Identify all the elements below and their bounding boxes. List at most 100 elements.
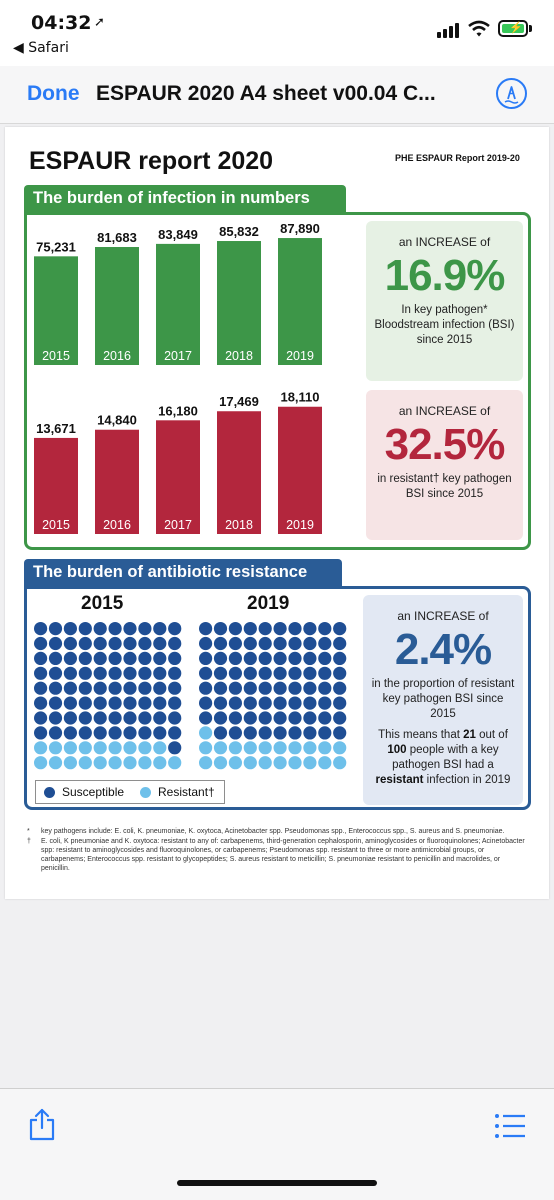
bar-category-label: 2018 xyxy=(225,518,253,532)
susceptible-dot xyxy=(199,696,213,710)
susceptible-dot xyxy=(288,622,302,636)
resistant-dot xyxy=(303,756,317,770)
footnotes: * key pathogens include: E. coli, K. pne… xyxy=(27,827,527,874)
susceptible-dot xyxy=(258,696,272,710)
susceptible-dot xyxy=(333,651,347,666)
document-title: ESPAUR 2020 A4 sheet v00.04 C... xyxy=(96,82,436,105)
resistant-dot xyxy=(108,741,122,755)
share-icon[interactable] xyxy=(28,1107,56,1141)
bar-value-label: 16,180 xyxy=(158,403,198,418)
susceptible-dot xyxy=(213,651,228,666)
susceptible-dot xyxy=(303,622,317,636)
footnote: † E. coli, K pneumoniae and K. oxytoca: … xyxy=(27,838,525,872)
susceptible-dot xyxy=(213,636,228,651)
done-button[interactable]: Done xyxy=(27,82,80,105)
susceptible-dot xyxy=(93,636,107,651)
susceptible-dot xyxy=(258,666,272,680)
susceptible-dot xyxy=(108,711,122,725)
resistant-dot xyxy=(318,756,332,770)
susceptible-dot xyxy=(243,651,257,666)
susceptible-dot xyxy=(243,696,257,710)
bar-value-label: 14,840 xyxy=(97,413,137,428)
markup-pen-icon[interactable] xyxy=(496,78,527,109)
bar-value-label: 75,231 xyxy=(36,239,76,254)
bar-value-label: 83,849 xyxy=(158,227,198,242)
document-viewer[interactable]: ESPAUR report 2020 PHE ESPAUR Report 201… xyxy=(0,124,554,1088)
bar-value-label: 13,671 xyxy=(36,421,76,436)
resistant-dot xyxy=(153,756,167,770)
susceptible-dot xyxy=(243,726,257,740)
susceptible-dot xyxy=(48,711,63,725)
susceptible-dot xyxy=(318,636,332,651)
susceptible-dot xyxy=(34,622,48,636)
resistant-dot xyxy=(199,726,213,740)
resistant-dot xyxy=(273,741,287,755)
battery-icon: ⚡ xyxy=(498,20,528,37)
susceptible-dot xyxy=(258,651,272,666)
susceptible-dot xyxy=(123,622,137,636)
susceptible-legend-label: Susceptible xyxy=(62,785,125,799)
bar xyxy=(278,406,322,534)
resistance-increase-box: an INCREASE of 2.4% in the proportion of… xyxy=(363,595,523,805)
stat-pre: an INCREASE of xyxy=(397,609,489,623)
resistant-increase-value: 32.5% xyxy=(384,420,506,469)
susceptible-dot xyxy=(48,651,63,666)
susceptible-dot xyxy=(48,696,63,710)
susceptible-dot xyxy=(138,651,152,666)
susceptible-dot xyxy=(138,696,152,710)
resistant-increase-box: an INCREASE of 32.5% in resistant† key p… xyxy=(366,390,523,540)
susceptible-dot xyxy=(243,681,257,695)
susceptible-dot xyxy=(213,726,228,740)
susceptible-dot xyxy=(78,711,92,725)
resistant-dot xyxy=(213,741,228,755)
resistant-dot xyxy=(258,741,272,755)
susceptible-dot xyxy=(108,681,122,695)
susceptible-dot xyxy=(123,651,137,666)
susceptible-dot xyxy=(199,711,213,725)
bar-category-label: 2016 xyxy=(103,518,131,532)
susceptible-dot xyxy=(63,651,77,666)
list-icon[interactable] xyxy=(494,1113,526,1139)
susceptible-dot xyxy=(153,726,167,740)
susceptible-dot xyxy=(273,711,287,725)
cellular-signal-icon xyxy=(437,22,463,38)
status-bar: 04:32 ➚ ◀ Safari ⚡ xyxy=(0,0,554,66)
resistant-dot xyxy=(63,756,77,770)
susceptible-dot xyxy=(123,681,137,695)
susceptible-dot xyxy=(168,741,182,755)
bsi-increase-value: 16.9% xyxy=(384,251,506,300)
susceptible-dot xyxy=(168,711,182,725)
susceptible-dot xyxy=(48,666,63,680)
susceptible-dot xyxy=(199,651,213,666)
year-2019-title: 2019 xyxy=(247,593,290,614)
bar-value-label: 85,832 xyxy=(219,224,259,239)
susceptible-dot xyxy=(243,636,257,651)
susceptible-dot xyxy=(48,726,63,740)
back-to-app-link[interactable]: ◀ Safari xyxy=(13,40,69,56)
susceptible-dot xyxy=(228,696,242,710)
susceptible-dot xyxy=(138,666,152,680)
susceptible-dot xyxy=(108,696,122,710)
bar xyxy=(34,256,78,365)
susceptible-legend-dot xyxy=(44,787,55,798)
page-title: ESPAUR report 2020 xyxy=(29,147,274,175)
susceptible-dot xyxy=(228,636,242,651)
susceptible-dot xyxy=(48,622,63,636)
susceptible-dot xyxy=(138,622,152,636)
susceptible-dot xyxy=(153,681,167,695)
susceptible-dot xyxy=(168,681,182,695)
susceptible-dot xyxy=(138,636,152,651)
susceptible-dot xyxy=(93,681,107,695)
susceptible-dot xyxy=(273,696,287,710)
bar xyxy=(217,241,261,365)
resistant-dot xyxy=(318,741,332,755)
susceptible-dot xyxy=(63,636,77,651)
susceptible-dot xyxy=(123,711,137,725)
susceptible-dot xyxy=(93,666,107,680)
home-indicator xyxy=(177,1180,377,1186)
bar-category-label: 2016 xyxy=(103,349,131,363)
bar-category-label: 2017 xyxy=(164,349,192,363)
susceptible-dot xyxy=(108,636,122,651)
susceptible-dot xyxy=(243,666,257,680)
susceptible-dot xyxy=(34,681,48,695)
